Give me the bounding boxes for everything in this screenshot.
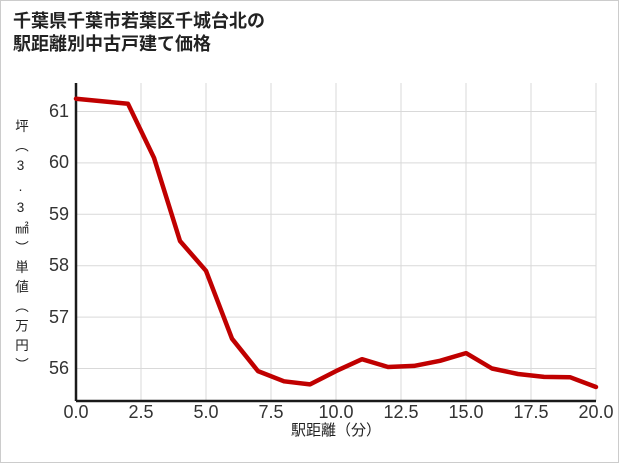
svg-text:60: 60 xyxy=(49,152,69,172)
svg-text:56: 56 xyxy=(49,358,69,378)
svg-text:59: 59 xyxy=(49,204,69,224)
svg-text:61: 61 xyxy=(49,101,69,121)
svg-text:58: 58 xyxy=(49,255,69,275)
svg-text:57: 57 xyxy=(49,307,69,327)
